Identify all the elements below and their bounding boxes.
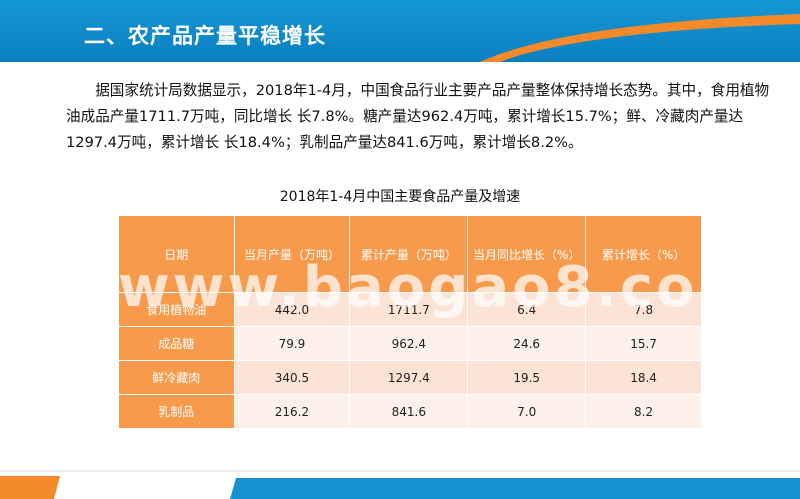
cell-cumulative-output: 841.6 — [349, 394, 469, 429]
cell-cumulative-output: 1297.4 — [349, 360, 469, 395]
row-label: 食用植物油 — [118, 292, 235, 327]
table-row: 食用植物油 442.0 1711.7 6.4 7.8 — [118, 292, 702, 327]
cell-cumulative-output: 1711.7 — [349, 292, 469, 327]
cell-monthly-yoy: 24.6 — [467, 326, 587, 361]
cell-cumulative-growth: 7.8 — [585, 292, 702, 327]
cell-monthly-output: 216.2 — [233, 394, 351, 429]
cell-monthly-yoy: 6.4 — [467, 292, 587, 327]
cell-monthly-output: 340.5 — [233, 360, 351, 395]
cell-cumulative-output: 962.4 — [349, 326, 469, 361]
footer-band — [0, 470, 800, 499]
cell-cumulative-growth: 8.2 — [585, 394, 702, 429]
body-paragraph: 据国家统计局数据显示，2018年1-4月，中国食品行业主要产品产量整体保持增长态… — [66, 82, 770, 151]
cell-monthly-output: 79.9 — [233, 326, 351, 361]
table-row: 成品糖 79.9 962.4 24.6 15.7 — [118, 326, 702, 361]
table-header-row: 日期 当月产量（万吨） 累计产量（万吨） 当月同比增长（%） 累计增长（%） — [118, 215, 702, 293]
header-cell-cumulative-growth: 累计增长（%） — [585, 215, 702, 293]
header-cell-monthly-yoy: 当月同比增长（%） — [467, 215, 587, 293]
row-label: 乳制品 — [118, 394, 235, 429]
cell-monthly-output: 442.0 — [233, 292, 351, 327]
cell-monthly-yoy: 19.5 — [467, 360, 587, 395]
food-output-table: 日期 当月产量（万吨） 累计产量（万吨） 当月同比增长（%） 累计增长（%） 食… — [118, 215, 702, 429]
header-cell-cumulative-output: 累计产量（万吨） — [349, 215, 469, 293]
header-cell-monthly-output: 当月产量（万吨） — [233, 215, 351, 293]
cell-monthly-yoy: 7.0 — [467, 394, 587, 429]
page-title: 二、农产品产量平稳增长 — [84, 24, 326, 48]
row-label: 成品糖 — [118, 326, 235, 361]
cell-cumulative-growth: 18.4 — [585, 360, 702, 395]
table-row: 鲜冷藏肉 340.5 1297.4 19.5 18.4 — [118, 360, 702, 395]
row-label: 鲜冷藏肉 — [118, 360, 235, 395]
header-cell-date: 日期 — [118, 215, 235, 293]
header-swoosh — [480, 14, 800, 62]
cell-cumulative-growth: 15.7 — [585, 326, 702, 361]
table-title: 2018年1-4月中国主要食品产量及增速 — [279, 189, 521, 205]
table-row: 乳制品 216.2 841.6 7.0 8.2 — [118, 394, 702, 429]
